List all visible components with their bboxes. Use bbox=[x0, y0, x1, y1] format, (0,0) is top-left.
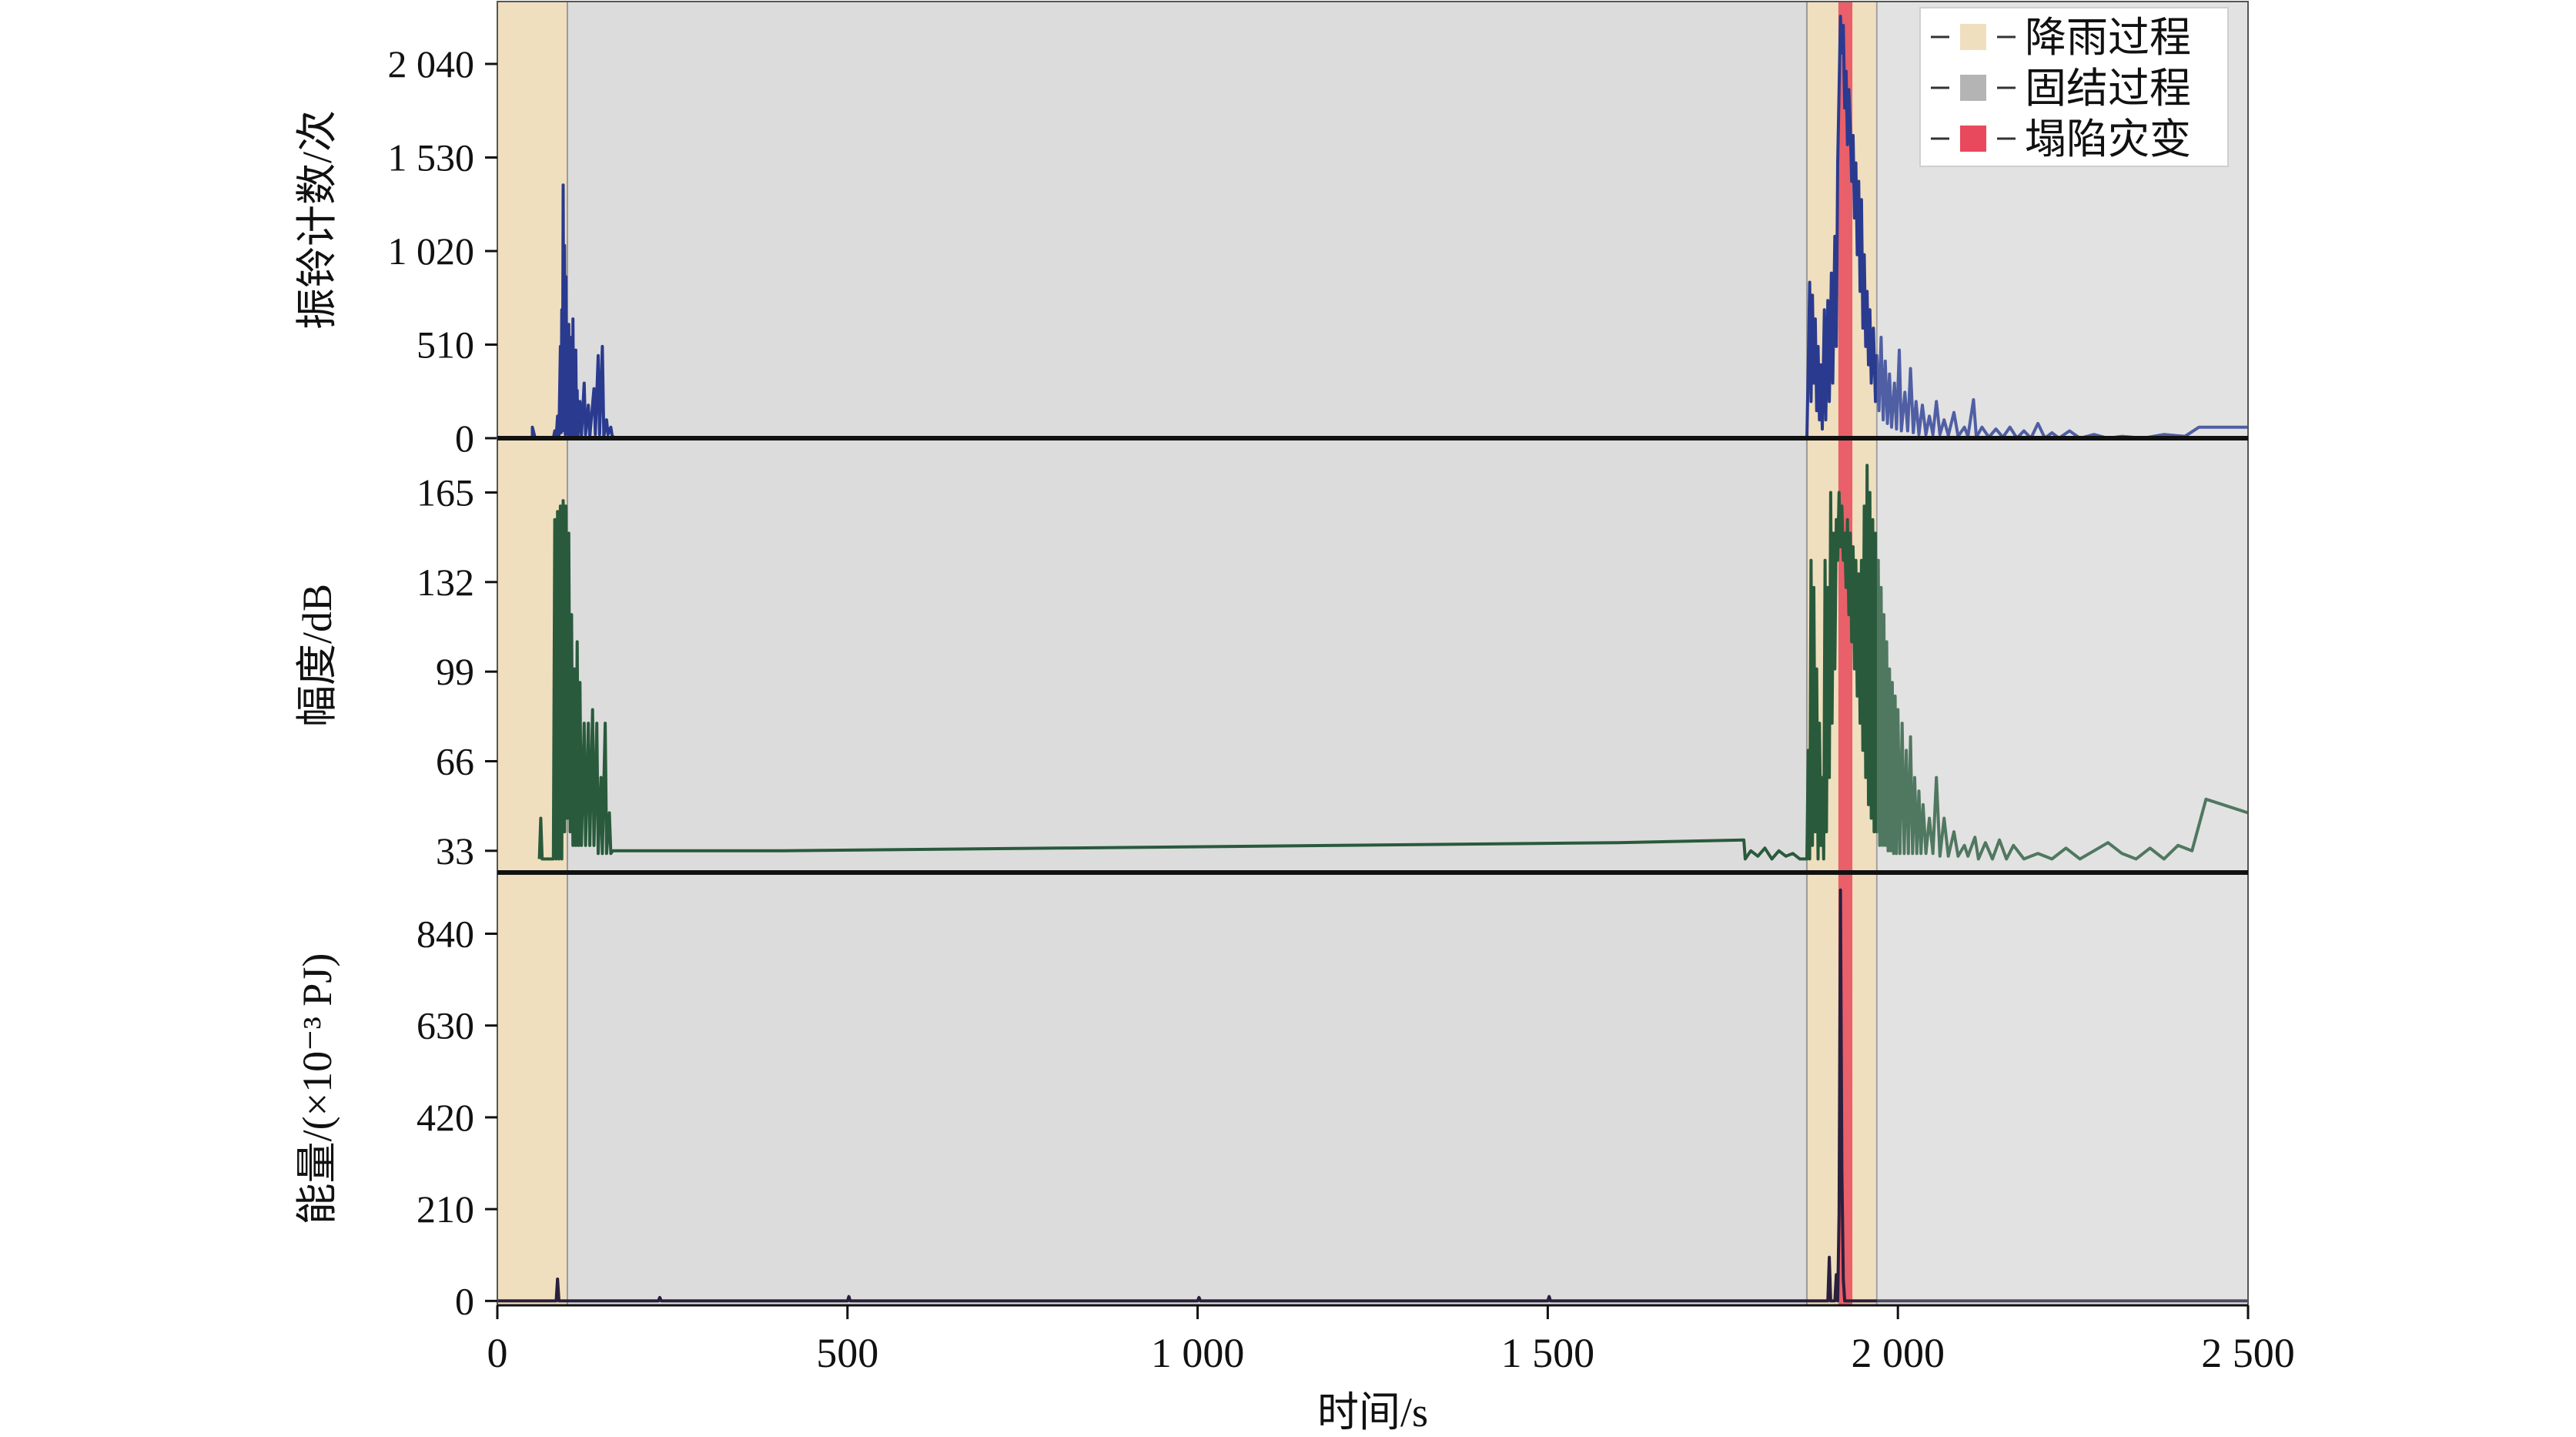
phase-band bbox=[1876, 873, 2248, 1305]
legend-label: 降雨过程 bbox=[2025, 15, 2191, 61]
panel-3 bbox=[497, 873, 2248, 1305]
y-tick-label: 510 bbox=[417, 323, 474, 367]
y-tick-label: 840 bbox=[417, 912, 474, 955]
legend-label: 塌陷灾变 bbox=[2025, 116, 2191, 162]
phase-band bbox=[567, 438, 1807, 873]
y-tick-label: 1 530 bbox=[388, 136, 475, 179]
x-tick-label: 2 000 bbox=[1851, 1330, 1945, 1376]
y-tick-label: 0 bbox=[455, 1279, 474, 1322]
x-tick-label: 1 000 bbox=[1151, 1330, 1245, 1376]
panel-2 bbox=[497, 438, 2248, 873]
y-tick-label: 99 bbox=[436, 650, 474, 693]
phase-band bbox=[567, 2, 1807, 438]
region-tint bbox=[1876, 873, 2248, 1305]
legend-swatch bbox=[1960, 75, 1986, 101]
legend-swatch bbox=[1960, 24, 1986, 50]
y-tick-label: 2 040 bbox=[388, 42, 475, 85]
series-line bbox=[530, 15, 2248, 438]
phase-band bbox=[497, 873, 567, 1305]
y-tick-label: 210 bbox=[417, 1187, 474, 1231]
region-tint bbox=[1876, 438, 2248, 873]
x-tick-label: 500 bbox=[816, 1330, 878, 1376]
y-axis-label: 能量/(×10⁻³ PJ) bbox=[294, 953, 340, 1225]
y-tick-label: 1 020 bbox=[388, 229, 475, 273]
series-line bbox=[497, 888, 2248, 1303]
y-axis-label: 振铃计数/次 bbox=[294, 110, 340, 330]
x-axis-label: 时间/s bbox=[1317, 1389, 1428, 1435]
legend-label: 固结过程 bbox=[2025, 65, 2191, 112]
y-tick-label: 33 bbox=[436, 829, 474, 873]
y-tick-label: 66 bbox=[436, 739, 474, 782]
phase-band bbox=[497, 2, 567, 438]
y-tick-label: 165 bbox=[417, 471, 474, 514]
legend-swatch bbox=[1960, 126, 1986, 152]
y-axis-label: 幅度/dB bbox=[294, 584, 340, 727]
y-tick-label: 0 bbox=[455, 417, 474, 460]
y-tick-label: 132 bbox=[417, 561, 474, 604]
y-tick-label: 630 bbox=[417, 1004, 474, 1047]
x-tick-label: 0 bbox=[487, 1330, 508, 1376]
y-tick-label: 420 bbox=[417, 1096, 474, 1139]
x-tick-label: 1 500 bbox=[1501, 1330, 1595, 1376]
x-tick-label: 2 500 bbox=[2201, 1330, 2295, 1376]
phase-band bbox=[567, 873, 1807, 1305]
series-line bbox=[537, 464, 2248, 861]
